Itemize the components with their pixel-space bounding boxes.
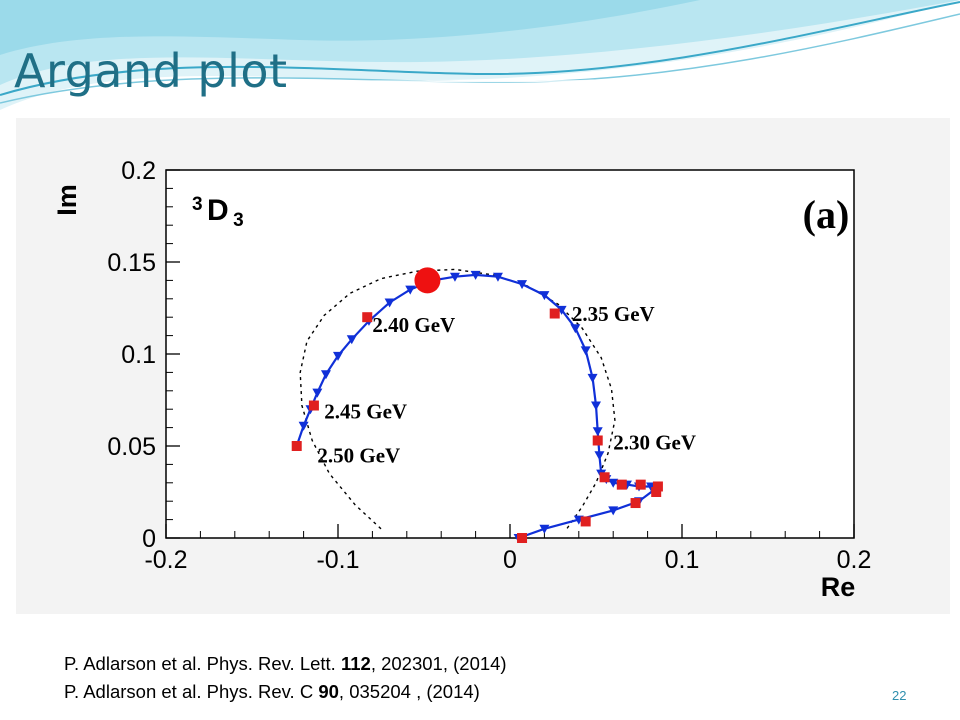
reference-2: P. Adlarson et al. Phys. Rev. C 90, 0352… (64, 681, 480, 702)
trajectory-point (580, 346, 591, 356)
energy-annotation: 2.45 GeV (324, 399, 407, 423)
trajectory-point (517, 280, 528, 290)
energy-marker (580, 516, 591, 527)
trajectory-point (592, 427, 603, 437)
energy-marker (308, 400, 319, 411)
trajectory-point (556, 305, 567, 315)
references: P. Adlarson et al. Phys. Rev. Lett. 112,… (64, 650, 507, 706)
energy-markers (291, 308, 663, 543)
partial-wave-letter: D (207, 194, 229, 227)
panel-label: (a) (803, 192, 850, 237)
argand-chart: -0.2 -0.1 0 0.1 0.2 0 0.05 0.1 0.15 0.2 2.30 GeV… (16, 118, 950, 614)
energy-marker (599, 472, 610, 483)
pole-point (414, 267, 441, 294)
trajectory-point (346, 335, 357, 345)
partial-wave-subscript: 3 (233, 210, 244, 231)
slide-number: 22 (892, 688, 907, 703)
energy-marker (616, 479, 627, 490)
trajectory-point (384, 298, 395, 308)
y-axis-title: Im (52, 184, 82, 216)
plot-frame (165, 169, 855, 539)
energy-marker (517, 533, 528, 543)
trajectory-point (449, 272, 460, 282)
trajectory-point (591, 401, 601, 411)
y-tick-label: 0.15 (107, 249, 156, 277)
header-swoosh-decoration (0, 0, 960, 110)
pole-marker (414, 267, 441, 294)
energy-annotations: 2.30 GeV 2.35 GeV 2.40 GeV 2.45 GeV 2.50 GeV (317, 302, 696, 468)
trajectory-point (539, 524, 550, 534)
x-tick-label: 0 (503, 546, 517, 574)
y-tick-labels: 0 0.05 0.1 0.15 0.2 (107, 157, 156, 553)
partial-wave-label: 3 D 3 (192, 194, 244, 231)
trajectory-point (587, 373, 598, 383)
energy-marker (635, 479, 646, 490)
trajectory-point (608, 478, 619, 488)
x-tick-label: -0.2 (144, 546, 187, 574)
trajectory-point (539, 291, 550, 301)
energy-marker (362, 312, 373, 323)
trajectory-point (312, 388, 323, 398)
trajectory-point (570, 324, 581, 334)
x-axis-title: Re (821, 572, 856, 602)
energy-marker (630, 498, 641, 509)
trajectory-point (608, 506, 619, 516)
energy-annotation: 2.40 GeV (372, 313, 455, 337)
y-tick-label: 0.1 (121, 341, 156, 369)
x-tick-label: -0.1 (316, 546, 359, 574)
partial-wave-superscript: 3 (192, 194, 203, 215)
trajectory-point (320, 370, 331, 380)
energy-annotation: 2.30 GeV (613, 431, 696, 455)
trajectory-point (492, 272, 503, 282)
energy-marker (652, 481, 663, 492)
trajectory-point (333, 351, 343, 361)
x-tick-label: 0.1 (665, 546, 700, 574)
energy-marker (549, 308, 560, 319)
trajectory-point (470, 270, 481, 280)
energy-annotation: 2.50 GeV (317, 444, 400, 468)
x-tick-labels: -0.2 -0.1 0 0.1 0.2 (144, 546, 871, 574)
energy-annotation: 2.35 GeV (572, 302, 655, 326)
x-tick-label: 0.2 (837, 546, 872, 574)
energy-marker (592, 435, 603, 446)
energy-marker (291, 441, 302, 451)
y-tick-label: 0 (142, 525, 156, 553)
trajectory-point (405, 285, 416, 295)
y-tick-label: 0.2 (121, 157, 156, 185)
trajectory-point (298, 421, 309, 431)
slide-title: Argand plot (14, 44, 288, 98)
y-tick-label: 0.05 (107, 433, 156, 461)
trajectory-point (594, 451, 605, 461)
reference-1: P. Adlarson et al. Phys. Rev. Lett. 112,… (64, 653, 507, 674)
energy-marker (651, 487, 662, 497)
